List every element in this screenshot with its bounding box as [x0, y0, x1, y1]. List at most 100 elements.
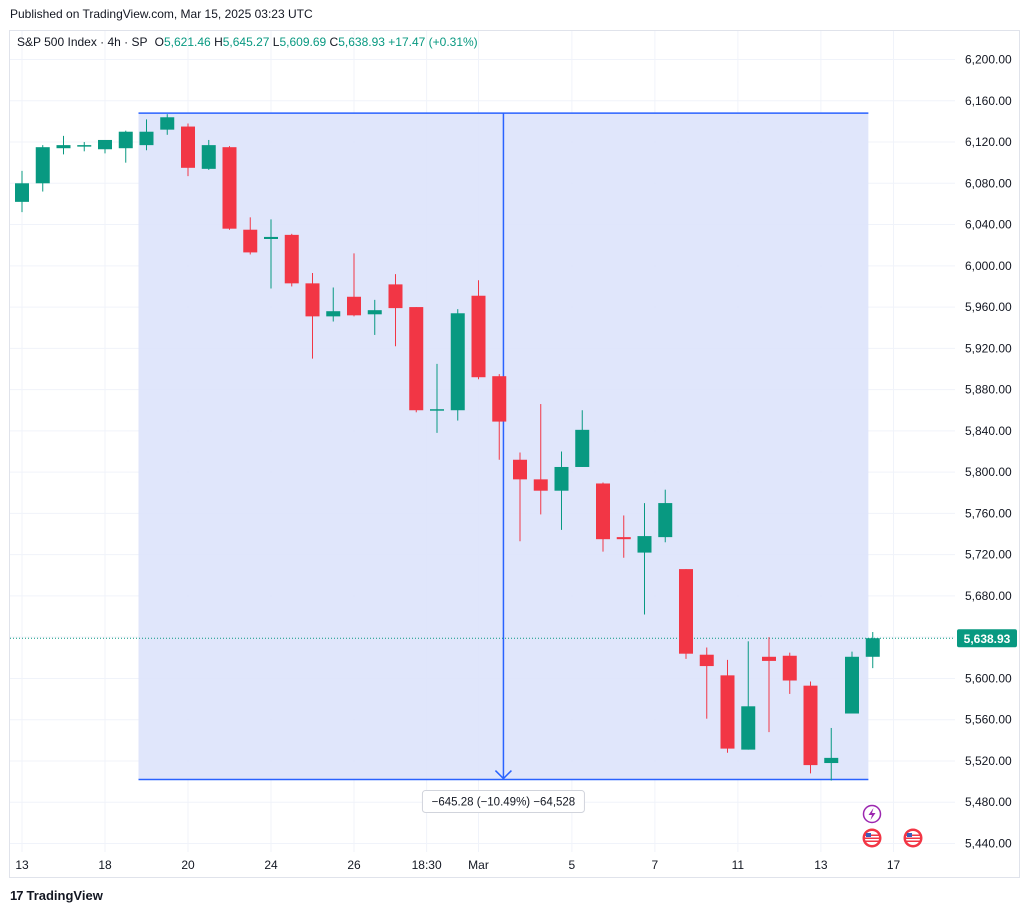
- candle-body: [388, 284, 403, 309]
- candle-body: [637, 536, 652, 553]
- candle-body: [222, 147, 237, 229]
- candle: [98, 139, 112, 154]
- price-tick-label: 5,440.00: [965, 837, 1012, 851]
- candle: [471, 280, 486, 380]
- candle: [845, 651, 859, 714]
- candle-body: [15, 183, 29, 202]
- candle: [15, 170, 29, 213]
- low-value: 5,609.69: [279, 35, 327, 49]
- price-tick-label: 5,880.00: [965, 383, 1012, 397]
- candle-body: [679, 569, 693, 654]
- price-tick-label: 6,120.00: [965, 135, 1012, 149]
- candle-body: [139, 131, 154, 146]
- flag-stripe: [906, 837, 920, 839]
- candle-body: [865, 638, 880, 657]
- candle: [699, 647, 714, 719]
- event-badges: [862, 804, 923, 848]
- flag-canton: [866, 833, 871, 837]
- price-tick-label: 6,200.00: [965, 53, 1012, 67]
- candle: [181, 123, 195, 177]
- candle-body: [845, 656, 859, 714]
- candle: [616, 515, 631, 558]
- price-scale: 6,200.00 6,160.00 6,120.00 6,080.00 6,040.00…: [957, 53, 1017, 851]
- range-label: −645.28 (−10.49%) −64,528: [432, 797, 576, 809]
- candle-body: [367, 310, 382, 315]
- price-tick-label: 5,720.00: [965, 548, 1012, 562]
- candles: [15, 114, 880, 781]
- flag-stripe: [906, 840, 920, 842]
- candle-body: [98, 139, 112, 150]
- price-tick-label: 5,480.00: [965, 795, 1012, 809]
- candle: [347, 253, 361, 317]
- candle-body: [658, 503, 673, 538]
- candle-body: [762, 656, 776, 661]
- price-tick-label: 6,000.00: [965, 259, 1012, 273]
- candle: [139, 119, 154, 151]
- candle-body: [326, 311, 341, 317]
- last-price-label: 5,638.93: [964, 632, 1011, 646]
- time-tick-label: 11: [732, 858, 745, 872]
- candle-body: [824, 757, 839, 764]
- range-label-box: [421, 790, 585, 814]
- candle-body: [616, 537, 631, 540]
- candle-body: [596, 483, 610, 540]
- price-tick-label: 5,800.00: [965, 465, 1012, 479]
- tradingview-logo[interactable]: 17 TradingView: [10, 888, 103, 903]
- candle: [367, 299, 382, 335]
- lightning-glyph: [868, 808, 876, 820]
- candle: [264, 219, 278, 289]
- candle: [430, 363, 444, 433]
- candle-body: [450, 313, 465, 411]
- price-tick-label: 5,600.00: [965, 671, 1012, 685]
- candle-body: [56, 145, 71, 149]
- candle: [284, 233, 299, 287]
- candle-body: [699, 654, 714, 667]
- time-tick-label: 13: [814, 858, 828, 872]
- candle: [450, 309, 465, 421]
- low-label: L: [272, 35, 280, 49]
- time-tick-label: 24: [264, 858, 278, 872]
- candle-body: [471, 295, 486, 378]
- time-tick-label: Mar: [468, 858, 489, 872]
- price-tick-label: 5,920.00: [965, 341, 1012, 355]
- candle: [575, 410, 590, 467]
- candle: [533, 404, 548, 515]
- price-tick-label: 5,680.00: [965, 589, 1012, 603]
- time-tick-label: 5: [569, 858, 576, 872]
- candle-body: [575, 429, 590, 467]
- candle-body: [264, 236, 278, 239]
- candle: [782, 652, 797, 694]
- price-tick-label: 6,040.00: [965, 218, 1012, 232]
- candle: [741, 641, 756, 750]
- candle-body: [243, 229, 258, 253]
- price-tick-label: 5,960.00: [965, 300, 1012, 314]
- high-label: H: [214, 35, 223, 49]
- candle-body: [720, 675, 735, 749]
- candle: [658, 489, 673, 543]
- time-scale: 13 18 20 24 26 18:30 Mar 5 7 11 13 17: [15, 858, 900, 872]
- candle: [118, 130, 133, 163]
- candle-body: [513, 459, 527, 480]
- price-tick-label: 5,560.00: [965, 713, 1012, 727]
- open-label: O: [154, 35, 164, 49]
- time-tick-label: 13: [15, 858, 29, 872]
- range-measurement: −645.28 (−10.49%) −64,528: [10, 112, 955, 814]
- candle: [513, 452, 527, 542]
- candle: [554, 451, 569, 530]
- us-flag-icon: [862, 828, 882, 848]
- candle-body: [347, 296, 361, 316]
- candle: [679, 569, 693, 659]
- change-value: +17.47 (+0.31%): [388, 35, 478, 49]
- candle: [762, 637, 776, 733]
- candle: [243, 217, 258, 255]
- tradingview-logo-icon: 17: [10, 888, 24, 903]
- price-tick-label: 5,840.00: [965, 424, 1012, 438]
- candle: [222, 146, 237, 230]
- tradingview-brand: TradingView: [26, 888, 103, 903]
- candle-body: [181, 126, 195, 168]
- published-caption: Published on TradingView.com, Mar 15, 20…: [10, 7, 313, 21]
- time-tick-label: 26: [347, 858, 361, 872]
- candle: [388, 274, 403, 347]
- candle: [409, 307, 424, 413]
